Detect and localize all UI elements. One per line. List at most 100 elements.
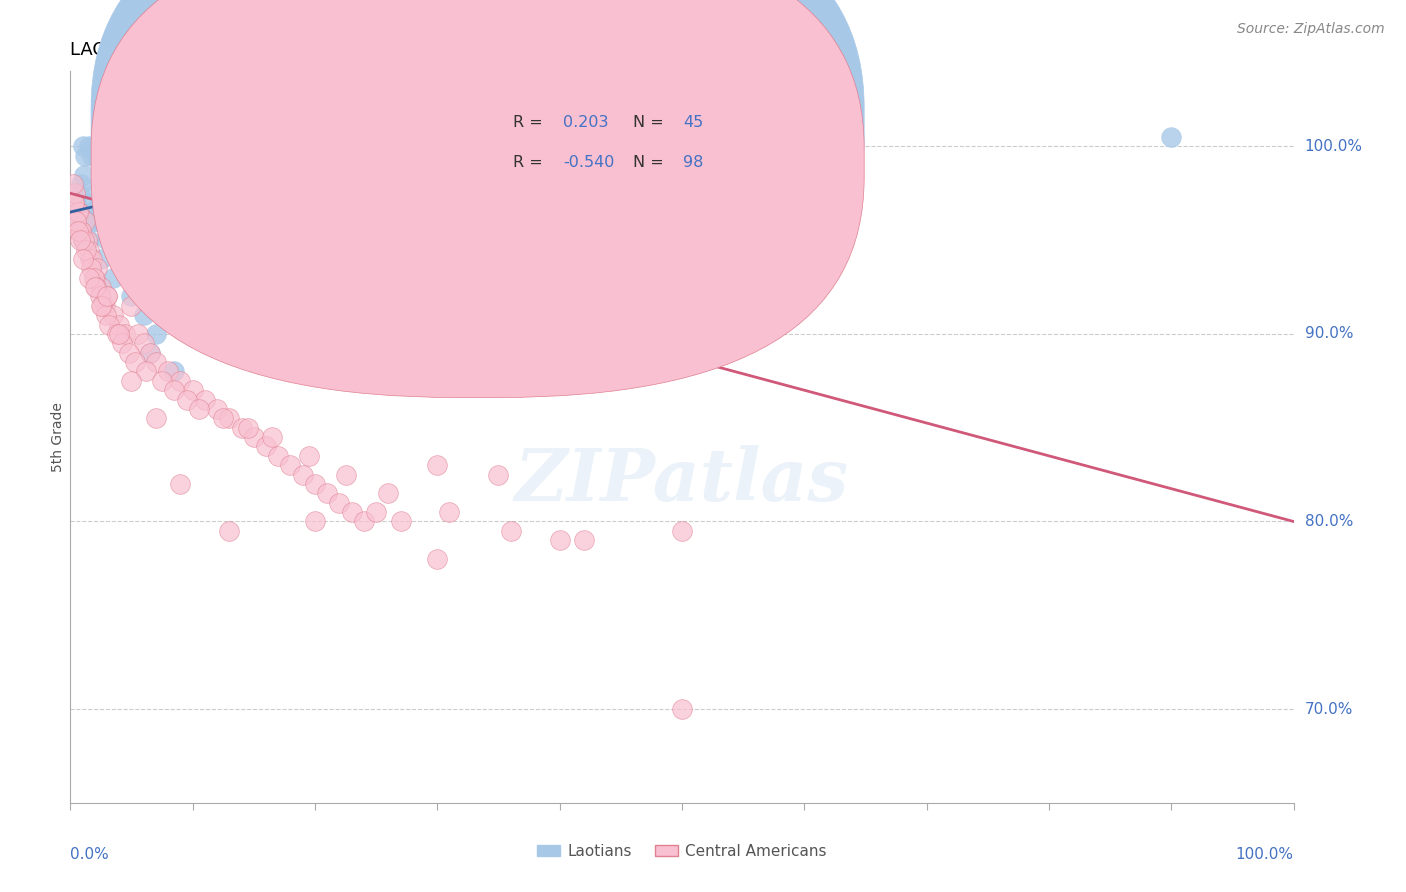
Point [89,195,111,210]
Point [73,233,96,247]
Point [280,270,302,285]
FancyBboxPatch shape [432,86,780,207]
Point [236,420,259,434]
Point [1160,130,1182,145]
Point [111,261,134,276]
Point [73,149,96,163]
Point [65,195,87,210]
Point [76,233,98,247]
Point [83,214,105,228]
Point [63,186,86,201]
Point [84,280,107,294]
Point [218,411,240,425]
Point [114,214,136,228]
Point [231,420,253,434]
Point [65,214,87,228]
Text: 100.0%: 100.0% [1305,139,1362,154]
Point [145,326,167,341]
Point [80,261,103,276]
Point [132,308,155,322]
Point [316,486,339,500]
Point [194,392,217,407]
Point [280,458,302,473]
Point [101,195,124,210]
Point [98,149,121,163]
Point [66,224,89,238]
Point [181,149,204,163]
Point [90,299,112,313]
Point [93,158,115,172]
Point [79,205,101,219]
Point [87,139,110,153]
Point [86,149,108,163]
Point [267,449,290,463]
Point [132,336,155,351]
Point [96,289,118,303]
Point [139,345,162,359]
Point [127,326,149,341]
Point [176,392,198,407]
Point [63,195,86,210]
Point [97,205,120,219]
Point [121,299,143,313]
Point [439,505,461,519]
Point [187,401,209,416]
Point [254,440,277,454]
Point [114,326,136,341]
Point [335,467,357,482]
Point [157,158,180,172]
Point [69,224,91,238]
Point [118,345,141,359]
Point [169,477,191,491]
Point [139,345,162,359]
Point [77,233,100,247]
Point [79,252,101,266]
Point [94,308,117,322]
Text: 0.0%: 0.0% [70,847,110,862]
Point [73,168,96,182]
Point [304,477,326,491]
Text: N =: N = [633,155,669,170]
Point [86,261,108,276]
Point [91,214,114,228]
Text: -0.540: -0.540 [564,155,614,170]
Point [69,233,91,247]
Point [163,364,186,378]
Point [77,270,100,285]
Point [377,486,399,500]
Point [84,186,107,201]
Point [72,252,94,266]
Point [304,515,326,529]
Point [77,139,100,153]
Point [426,552,449,566]
Point [243,430,266,444]
Point [157,364,180,378]
Point [70,224,93,238]
Point [145,355,167,369]
Text: 98: 98 [683,155,703,170]
Point [108,318,131,332]
Point [291,467,314,482]
Point [83,280,105,294]
Point [353,515,375,529]
Point [70,177,93,191]
Text: 100.0%: 100.0% [1236,847,1294,862]
Point [101,139,124,153]
Text: R =: R = [513,155,548,170]
Point [671,524,693,538]
Point [91,299,114,313]
Point [328,496,350,510]
Point [121,374,143,388]
Point [340,505,363,519]
Text: 70.0%: 70.0% [1305,701,1353,716]
Point [72,233,94,247]
FancyBboxPatch shape [91,0,865,398]
Point [181,383,204,397]
Point [548,533,571,548]
Point [105,326,128,341]
Point [426,458,449,473]
Point [96,233,118,247]
Point [82,149,104,163]
Point [69,214,91,228]
Point [105,158,128,172]
